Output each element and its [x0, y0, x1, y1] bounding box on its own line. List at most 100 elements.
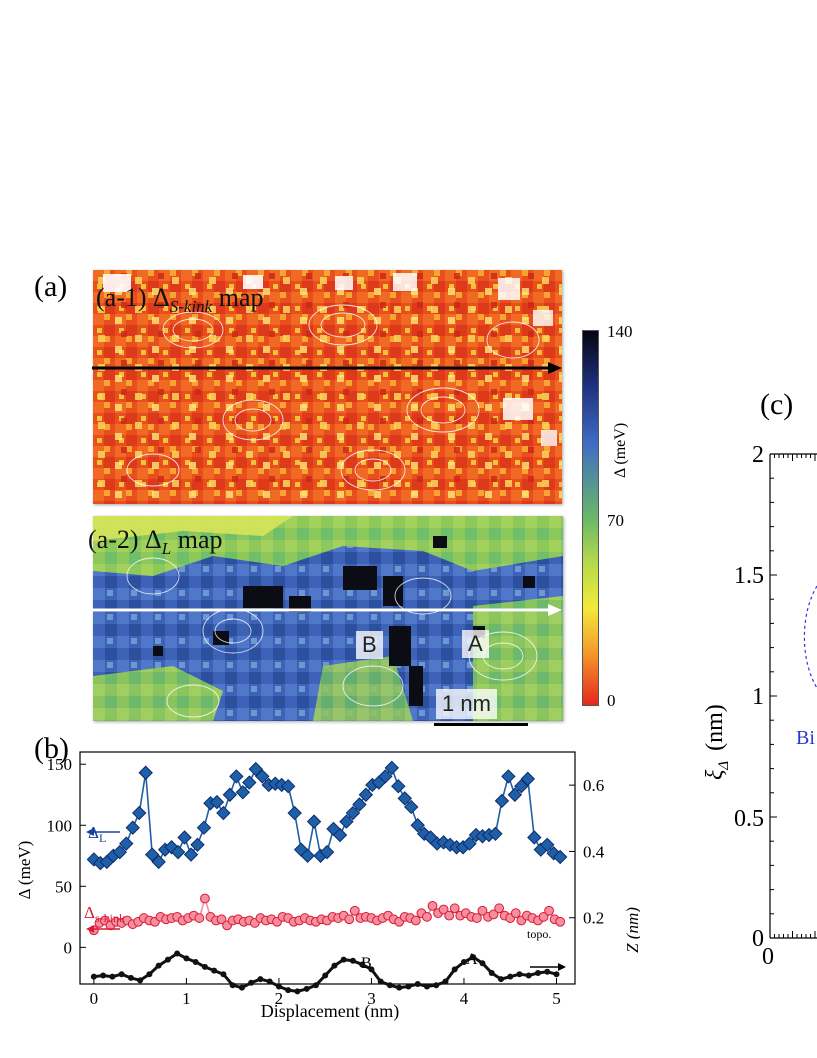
delta-l-point-20	[216, 805, 231, 821]
plot-frame	[79, 751, 576, 985]
delta-l-point-40	[345, 805, 361, 821]
topo-point-11	[192, 959, 199, 966]
delta-l-point-50	[410, 818, 425, 833]
delta-l-point-72	[552, 849, 568, 865]
panel-c-y-tick-2: 2	[752, 442, 764, 468]
x-tick-label-0: 0	[90, 989, 99, 1008]
delta-skink-point-84	[555, 916, 566, 927]
topo-point-19	[266, 978, 273, 985]
topo-point-7	[155, 962, 162, 969]
panel-c-label: (c)	[760, 388, 794, 421]
topo-point-43	[488, 970, 495, 977]
panel-c-y-tick-1: 1	[752, 684, 764, 710]
delta-l-point-19	[209, 794, 225, 810]
topo-point-16	[238, 984, 245, 991]
topo-point-40	[460, 959, 467, 966]
topo-point-10	[183, 955, 190, 962]
delta-l-point-31	[287, 805, 302, 821]
series-2-line	[93, 951, 557, 993]
label-site-b: B	[361, 955, 372, 972]
topo-point-32	[386, 982, 393, 989]
delta-skink-point-82	[544, 905, 554, 916]
topo-point-49	[544, 968, 551, 975]
delta-l-point-64	[501, 769, 516, 784]
topo-point-1	[100, 972, 107, 979]
map-a2	[93, 516, 563, 721]
delta-l-point-63	[494, 793, 510, 809]
arrow-topo-right-axis	[530, 963, 566, 971]
topo-point-9	[174, 950, 181, 957]
x-tick-label-3: 3	[367, 989, 376, 1008]
topo-point-21	[285, 987, 292, 994]
delta-l-point-4	[112, 844, 127, 860]
topo-point-0	[90, 973, 97, 980]
delta-l-point-15	[183, 847, 199, 862]
topo-point-17	[248, 979, 255, 986]
panel-c-dashed-circle	[803, 585, 817, 689]
delta-skink-point-64	[444, 910, 455, 921]
label-delta-skink: Δs-kink	[84, 903, 125, 925]
topo-point-18	[257, 976, 264, 983]
map-a1-line-profile-arrow	[92, 362, 562, 374]
delta-l-point-7	[132, 805, 147, 821]
delta-l-point-23	[235, 785, 251, 800]
topo-point-47	[525, 972, 532, 979]
topo-point-6	[146, 971, 153, 978]
delta-l-point-36	[319, 844, 335, 860]
topo-point-29	[359, 961, 366, 968]
delta-skink-point-65	[449, 903, 460, 914]
delta-l-point-67	[520, 771, 536, 787]
series-2	[90, 950, 560, 995]
map-a2-image	[93, 516, 563, 721]
panel-a-label: (a)	[34, 270, 68, 303]
delta-l-point-70	[540, 837, 555, 853]
delta-skink-point-23	[216, 914, 227, 925]
delta-skink-point-81	[538, 911, 549, 922]
label-topo: topo.	[527, 927, 551, 941]
panel-c-partial-annotation: Bi	[796, 727, 815, 749]
scale-bar	[434, 723, 528, 726]
delta-l-point-49	[404, 799, 419, 815]
series-0	[86, 760, 568, 871]
delta-l-point-8	[138, 765, 153, 780]
x-axis-title: Displacement (nm)	[261, 1001, 399, 1022]
delta-l-point-21	[222, 787, 238, 802]
label-site-a: A	[466, 951, 478, 968]
y-right-tick-label-1: 0.4	[583, 842, 605, 861]
topo-point-31	[377, 978, 384, 985]
delta-l-point-34	[306, 814, 322, 829]
delta-l-point-9	[144, 847, 160, 862]
right-axis-title: Z (nm)	[623, 907, 640, 953]
delta-l-point-65	[507, 787, 523, 802]
panel-c-chart: 2 1.5 1 0.5 0 0 ξΔ(nm) Bi	[702, 442, 817, 970]
topo-point-20	[275, 983, 282, 990]
topo-point-12	[201, 963, 208, 970]
delta-l-point-58	[462, 836, 477, 851]
topo-point-2	[109, 973, 116, 980]
topo-point-41	[470, 954, 477, 961]
colorbar-title: Δ (meV)	[612, 422, 629, 478]
delta-l-point-14	[177, 830, 192, 845]
delta-l-point-16	[190, 837, 205, 853]
delta-l-point-47	[391, 778, 406, 794]
colorbar-mid-label: 70	[607, 511, 624, 530]
delta-skink-point-72	[488, 909, 499, 920]
delta-skink-point-46	[344, 914, 355, 925]
map-a2-title: (a-2) ΔL map	[88, 525, 223, 559]
y-left-tick-label-1: 50	[55, 877, 72, 896]
delta-skink-point-70	[477, 905, 488, 916]
y-right-tick-label-2: 0.6	[583, 776, 604, 795]
delta-l-point-5	[119, 836, 134, 851]
delta-l-point-13	[170, 844, 186, 860]
topo-point-23	[303, 985, 310, 992]
map-a2-line-profile-arrow	[92, 604, 562, 616]
panel-c-y-tick-0-5: 0.5	[734, 806, 764, 832]
delta-l-point-41	[352, 797, 367, 812]
panel-c-y-axis-title: ξΔ(nm)	[702, 704, 732, 780]
map-site-b-label: B	[356, 631, 383, 659]
topo-point-13	[211, 967, 218, 974]
topo-point-15	[229, 982, 236, 989]
panel-c-y-tick-1-5: 1.5	[734, 563, 764, 589]
topo-point-28	[349, 957, 356, 964]
